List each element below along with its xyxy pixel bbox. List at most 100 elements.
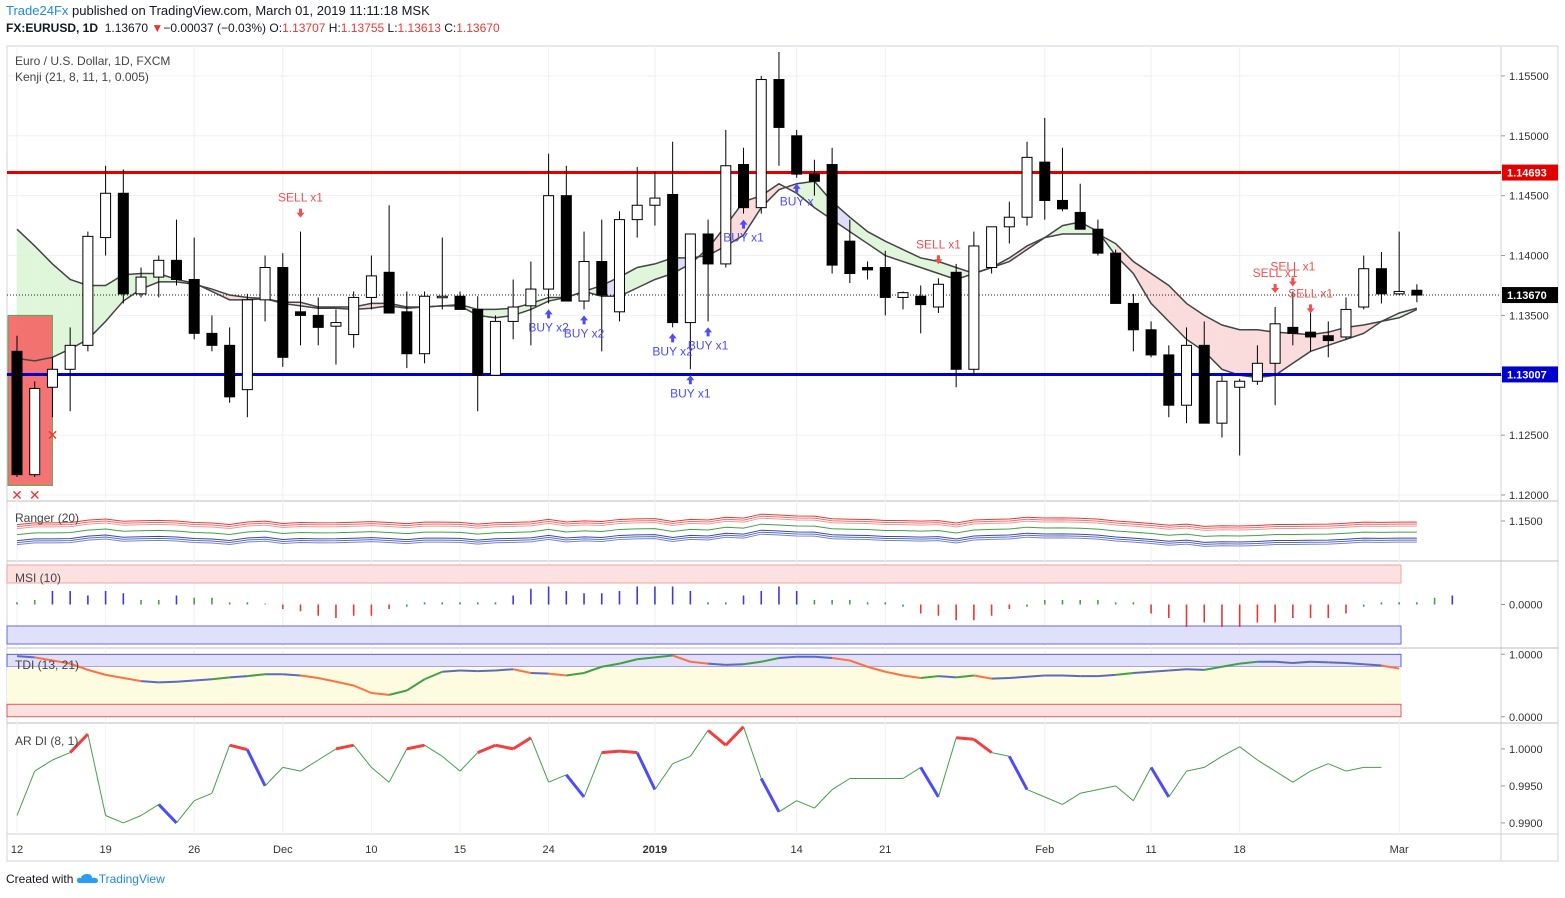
candle-body: [1340, 308, 1352, 338]
time-tick-label: 15: [454, 844, 466, 856]
candle-body: [932, 283, 944, 308]
candle: [897, 291, 909, 310]
sell-arrow-icon: [934, 255, 943, 265]
ohlc-values: O:1.13707 H:1.13755 L:1.13613 C:1.13670: [269, 21, 500, 35]
ranger-band-line: [16, 529, 1417, 543]
ardi-line-segment: [1292, 770, 1311, 783]
level-price-label: 1.13007: [1507, 369, 1547, 381]
candle: [1269, 307, 1281, 406]
ardi-line-segment: [335, 743, 354, 751]
kenji-cloud-segment: [52, 263, 71, 358]
time-axis: 12 19 26 Dec 10 15 24 2019 14 21 Feb 11 18 Mar: [11, 844, 1409, 856]
symbol-info: FX:EURUSD, 1D 1.13670 ▼−0.00037 (−0.03%)…: [6, 21, 500, 35]
candle-body: [791, 135, 803, 175]
ranger-band-line: [16, 531, 1417, 545]
candle-body: [596, 261, 608, 296]
candle-body: [472, 308, 484, 376]
kenji-cloud-segment: [867, 231, 886, 256]
kenji-cloud-segment: [1115, 243, 1134, 274]
ardi-line-segment: [1221, 746, 1240, 757]
ardi-line-segment: [317, 748, 337, 761]
candle-body: [312, 314, 324, 328]
ardi-line-segment: [52, 752, 71, 761]
candle-body: [649, 197, 661, 206]
kenji-cloud-segment: [1204, 315, 1222, 370]
ardi-line-segment: [406, 743, 425, 751]
kenji-cloud-segment: [1133, 261, 1152, 304]
candle: [1003, 201, 1015, 244]
candle: [507, 279, 519, 340]
x-mark-icon: ✕: [47, 427, 59, 443]
tdi-line-segment: [1275, 660, 1293, 664]
tdi-line-segment: [105, 673, 124, 679]
ardi-line-segment: [1310, 763, 1329, 772]
candle-body: [808, 173, 820, 182]
candle-body: [419, 295, 431, 355]
ardi-line-segment: [388, 748, 408, 783]
candle-body: [915, 295, 927, 306]
tdi-line-segment: [920, 675, 939, 679]
candle-body: [206, 332, 218, 346]
chart-canvas[interactable]: 12 19 26 Dec 10 15 24 2019 14 21 Feb 11 18 Mar 1.15500…: [0, 0, 1565, 868]
candle-body: [11, 350, 23, 476]
candle-body: [578, 261, 590, 302]
candle-body: [968, 245, 980, 370]
ardi-line-segment: [1168, 770, 1187, 798]
ardi-tick-label: 1.0000: [1509, 744, 1543, 756]
kenji-slow-line: [16, 182, 1418, 362]
candle-body: [1163, 354, 1175, 406]
publisher-name[interactable]: Trade24Fx: [6, 3, 69, 18]
ardi-line-segment: [991, 752, 1010, 757]
ranger-band-line: [16, 515, 1417, 529]
candle: [29, 381, 41, 478]
candle-body: [241, 299, 253, 391]
candle-body: [64, 344, 76, 370]
ardi-line-segment: [123, 815, 142, 824]
sell-signal-label: SELL x1: [916, 237, 961, 251]
tdi-legend: TDI (13, 21): [15, 658, 79, 672]
buy-arrow-icon: [686, 375, 695, 385]
candle-body: [1181, 344, 1193, 406]
tdi-line-segment: [566, 672, 585, 677]
candle-body: [738, 164, 750, 209]
candle-body: [135, 276, 147, 295]
ardi-line-segment: [424, 744, 443, 757]
kenji-cloud-segment: [637, 263, 655, 288]
tdi-line-segment: [1062, 674, 1081, 678]
candle: [968, 231, 980, 376]
tdi-line-segment: [973, 674, 992, 680]
candle: [135, 267, 147, 298]
tdi-line-segment: [371, 692, 390, 696]
x-mark-icon: ✕: [29, 487, 41, 503]
ardi-tick-label: 0.9950: [1509, 781, 1543, 793]
candle-body: [1375, 268, 1387, 295]
candle: [436, 237, 448, 310]
candle: [631, 166, 643, 238]
tdi-line-segment: [176, 679, 195, 683]
candle: [1145, 321, 1157, 358]
ardi-line-segment: [459, 752, 479, 772]
ardi-line-segment: [601, 749, 620, 755]
candle-body: [826, 164, 838, 266]
candle: [206, 315, 218, 352]
candle-body: [1039, 161, 1051, 201]
candle-body: [295, 311, 307, 316]
tdi-line-segment: [495, 668, 514, 672]
ardi-line-segment: [565, 773, 586, 798]
tradingview-link[interactable]: TradingView: [98, 872, 165, 886]
kenji-cloud-segment: [1151, 273, 1169, 322]
candle: [188, 237, 200, 340]
tdi-line-segment: [1168, 668, 1187, 672]
tdi-line-segment: [583, 665, 603, 674]
tdi-line-segment: [867, 665, 886, 673]
ardi-line-segment: [919, 766, 940, 798]
tdi-line-segment: [708, 662, 726, 666]
ardi-line-segment: [69, 733, 89, 754]
candle-body: [188, 278, 200, 334]
ardi-line-segment: [654, 763, 674, 790]
candle: [684, 233, 696, 370]
tdi-line-segment: [938, 675, 957, 679]
candle: [64, 327, 76, 412]
candle: [401, 291, 413, 369]
ardi-line-segment: [300, 759, 319, 772]
